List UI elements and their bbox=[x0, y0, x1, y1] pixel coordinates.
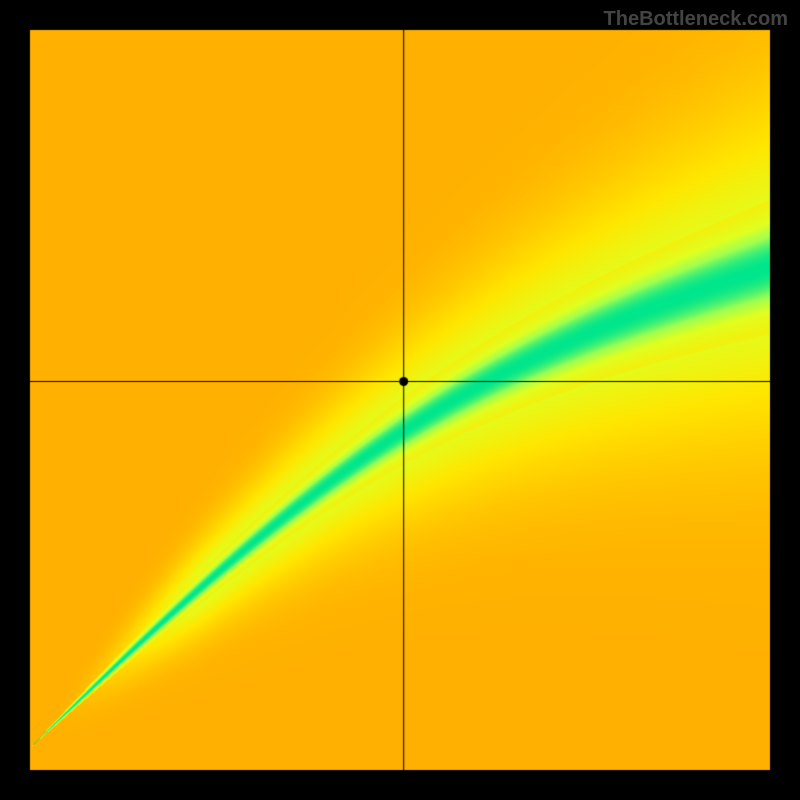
chart-container: TheBottleneck.com bbox=[0, 0, 800, 800]
bottleneck-heatmap bbox=[0, 0, 800, 800]
watermark-label: TheBottleneck.com bbox=[604, 8, 788, 31]
